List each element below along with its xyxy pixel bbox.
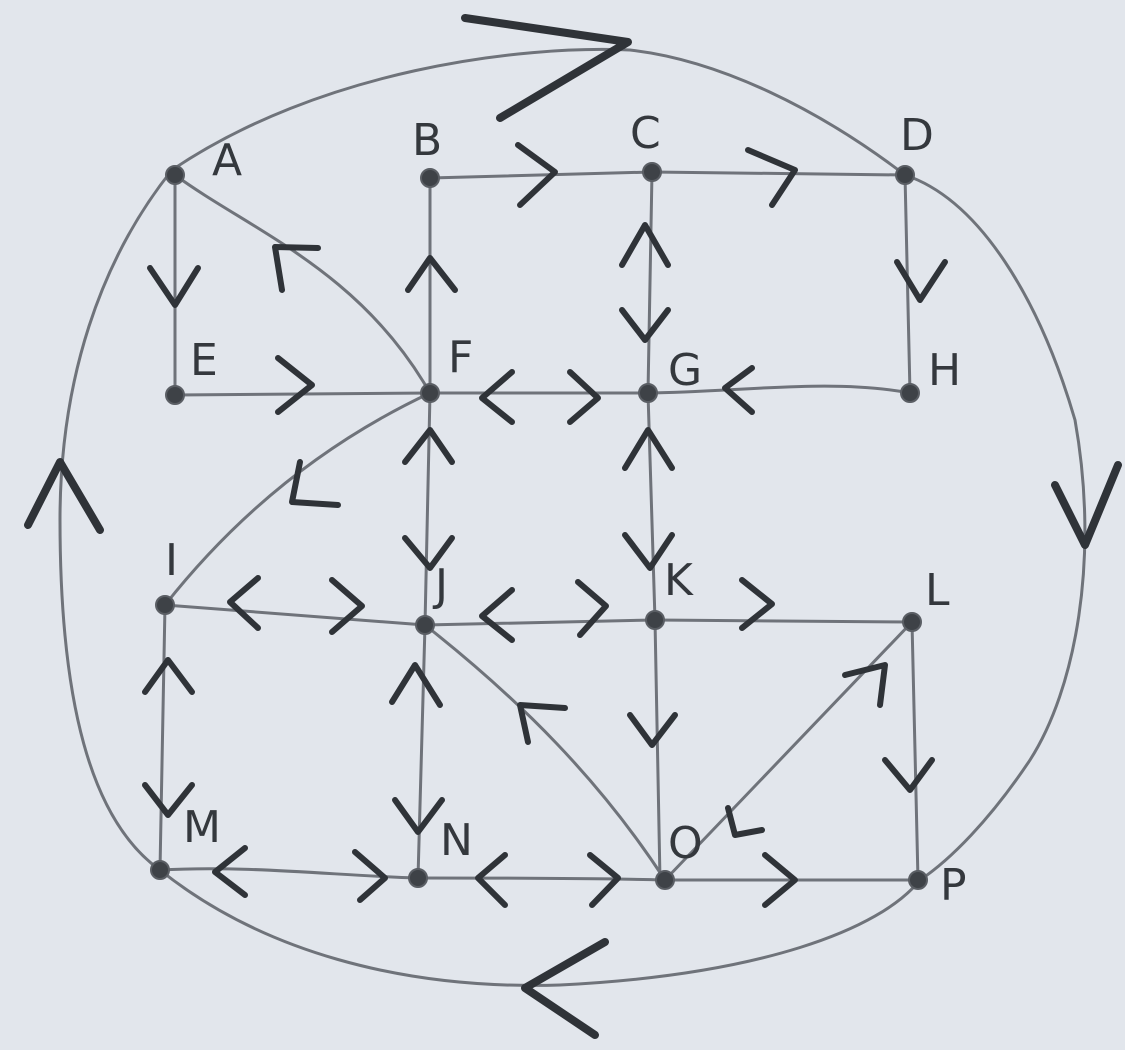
arrowhead-F-B [405, 255, 458, 293]
edge-C-G [646, 170, 654, 395]
arrowhead-C-D [745, 147, 798, 208]
edge-A-F [173, 173, 432, 395]
edge-M-A [58, 168, 174, 872]
arrowhead-J-K-left [479, 587, 515, 643]
node-M [150, 860, 170, 880]
node-H [900, 383, 920, 403]
arrowhead-N-J [389, 662, 443, 708]
edge-O-L [663, 620, 914, 882]
arrowhead-A-E [147, 265, 201, 308]
edge-I-J [163, 603, 427, 627]
node-label-E: E [190, 335, 218, 386]
node-label-L: L [925, 565, 950, 616]
arrowhead-J-K-right [575, 579, 609, 638]
arrowhead-F-J [402, 535, 455, 571]
arrowhead-M-A [24, 458, 104, 534]
arrowhead-G-K [622, 532, 675, 571]
edge-G-K [646, 391, 657, 622]
node-K [645, 610, 665, 630]
node-label-A: A [212, 135, 242, 186]
edge-K-L [653, 618, 914, 624]
arrowhead-F-A [272, 244, 321, 293]
node-label-B: B [412, 115, 442, 166]
node-I [155, 595, 175, 615]
arrowhead-F-I [289, 459, 341, 508]
edge-F-I [163, 391, 432, 607]
node-label-P: P [940, 860, 967, 911]
arrowhead-M-N-left [212, 845, 248, 898]
node-label-I: I [165, 535, 178, 586]
arrowhead-J-N [392, 797, 445, 835]
node-label-F: F [448, 332, 473, 383]
arrowhead-P-M [521, 938, 609, 1039]
edge-L-P [910, 620, 920, 882]
arrowhead-I-J-right [329, 577, 365, 635]
node-D [895, 165, 915, 185]
arrowhead-M-I [142, 657, 195, 695]
arrowhead-A-D [461, 14, 632, 122]
node-label-O: O [668, 818, 703, 869]
arrowhead-M-N-right [352, 849, 388, 903]
edge-J-N [416, 623, 427, 880]
arrowhead-I-J-left [227, 575, 261, 631]
arrowhead-D-H [894, 259, 948, 303]
edge-H-G [646, 384, 912, 395]
edge-P-M [158, 868, 922, 987]
node-label-C: C [630, 108, 661, 159]
node-J [415, 615, 435, 635]
arrowhead-H-G [722, 365, 755, 415]
edge-C-D [650, 170, 907, 177]
node-label-D: D [900, 110, 934, 161]
arrowhead-K-L [739, 577, 775, 631]
arrowhead-F-G-left [479, 369, 515, 425]
node-label-H: H [928, 345, 961, 396]
edge-N-O [416, 876, 667, 882]
arrowhead-N-O-right [587, 852, 621, 908]
node-B [420, 168, 440, 188]
edge-I-M [158, 603, 167, 872]
node-E [165, 385, 185, 405]
edge-B-C [428, 170, 654, 180]
arrowhead-B-C [515, 142, 558, 208]
arrowhead-K-O [627, 712, 678, 748]
arrowhead-G-C [619, 222, 671, 268]
edge-J-K [423, 618, 657, 627]
edge-K-O [653, 618, 662, 882]
node-label-K: K [664, 555, 694, 606]
arrowhead-O-L [842, 662, 888, 708]
arrowhead-D-P [1051, 461, 1122, 549]
arrowhead-L-O [725, 805, 765, 838]
node-G [638, 383, 658, 403]
node-L [902, 612, 922, 632]
node-label-M: M [183, 802, 221, 853]
node-F [420, 383, 440, 403]
arrowhead-E-F [275, 355, 315, 415]
arrowhead-F-G-right [567, 369, 601, 425]
node-C [642, 162, 662, 182]
arrowhead-O-J [517, 702, 568, 745]
arrowhead-N-O-left [475, 852, 508, 908]
arrowhead-L-P [882, 757, 935, 793]
edge-A-D [170, 47, 907, 177]
node-N [408, 868, 428, 888]
arrowhead-C-G [619, 307, 671, 343]
node-O [655, 870, 675, 890]
arrowhead-J-F [402, 427, 455, 465]
arrowhead-K-G [622, 427, 675, 471]
node-A [165, 165, 185, 185]
node-label-G: G [668, 345, 702, 396]
node-label-J: J [432, 560, 448, 611]
edge-J-O [423, 623, 667, 882]
arrowhead-I-M [142, 782, 195, 818]
node-P [908, 870, 928, 890]
arrowhead-O-P [762, 852, 798, 908]
edge-D-P [903, 173, 1087, 882]
node-label-N: N [440, 815, 473, 866]
